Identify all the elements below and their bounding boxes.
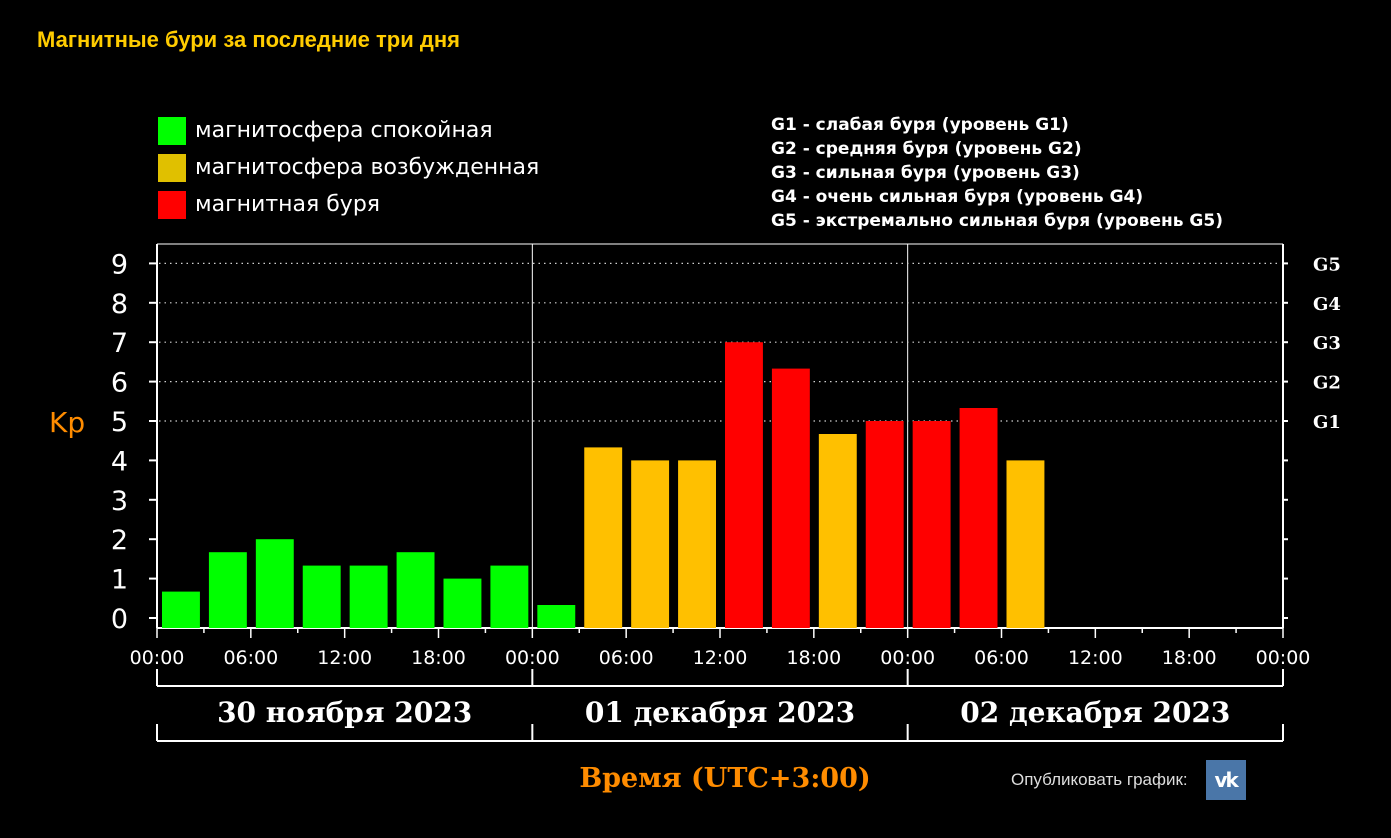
x-tick-label-11: 18:00 — [1162, 647, 1217, 669]
g-level-label-g1: G1 — [1313, 412, 1341, 433]
y-tick-label-3: 3 — [111, 486, 128, 517]
vk-share-button[interactable]: vk — [1205, 760, 1246, 800]
level-g2-description: G2 - средняя буря (уровень G2) — [771, 139, 1082, 159]
level-g4-description: G4 - очень сильная буря (уровень G4) — [771, 187, 1144, 207]
x-tick-label-12: 00:00 — [1256, 647, 1311, 669]
kp-bar-13 — [725, 342, 763, 628]
kp-bar-9 — [537, 604, 576, 628]
level-g5-description: G5 - экстремально сильная буря (уровень … — [771, 211, 1223, 231]
y-tick-label-6: 6 — [111, 368, 128, 399]
kp-bar-1 — [162, 591, 200, 628]
x-tick-label-5: 06:00 — [599, 647, 654, 669]
y-tick-label-2: 2 — [111, 525, 128, 556]
kp-bar-14 — [771, 368, 810, 628]
x-tick-label-10: 12:00 — [1068, 647, 1123, 669]
x-tick-label-1: 06:00 — [223, 647, 278, 669]
kp-bar-7 — [443, 578, 482, 628]
x-tick-label-7: 18:00 — [786, 647, 841, 669]
level-g1-description: G1 - слабая буря (уровень G1) — [771, 115, 1069, 135]
kp-bar-17 — [912, 421, 951, 628]
kp-bar-19 — [1006, 460, 1045, 628]
g-level-label-g5: G5 — [1313, 254, 1341, 275]
y-tick-label-1: 1 — [111, 565, 128, 596]
legend-label-active: магнитосфера возбужденная — [195, 155, 540, 180]
kp-bar-18 — [959, 407, 998, 628]
legend-item-quiet: магнитосфера спокойная — [158, 112, 539, 149]
publish-label: Опубликовать график: — [1011, 770, 1188, 789]
kp-bar-10 — [584, 447, 623, 628]
day-label-3: 02 декабря 2023 — [960, 696, 1230, 729]
storm-level-legend: G1 - слабая буря (уровень G1) G2 - средн… — [771, 113, 1223, 233]
y-axis-label: Kp — [49, 406, 85, 439]
legend-swatch-quiet — [158, 116, 186, 145]
publish-chart: Опубликовать график: vk — [1011, 760, 1246, 800]
x-tick-label-4: 00:00 — [505, 647, 560, 669]
y-tick-label-9: 9 — [111, 249, 128, 280]
kp-bar-12 — [678, 460, 716, 628]
legend-label-storm: магнитная буря — [195, 192, 381, 217]
legend-label-quiet: магнитосфера спокойная — [195, 118, 493, 143]
legend-swatch-active — [158, 153, 186, 182]
kp-bar-16 — [865, 421, 904, 628]
vk-icon: vk — [1214, 768, 1238, 792]
y-tick-label-0: 0 — [111, 604, 128, 635]
y-tick-label-4: 4 — [111, 446, 128, 477]
kp-bar-2 — [208, 552, 247, 628]
kp-bar-8 — [490, 565, 529, 628]
kp-bar-6 — [396, 552, 435, 628]
legend-item-active: магнитосфера возбужденная — [158, 149, 539, 186]
x-tick-label-2: 12:00 — [317, 647, 372, 669]
legend-swatch-storm — [158, 190, 186, 219]
status-legend: магнитосфера спокойная магнитосфера возб… — [158, 112, 539, 223]
kp-bar-15 — [818, 434, 857, 628]
x-tick-label-8: 00:00 — [880, 647, 935, 669]
kp-bar-4 — [302, 565, 341, 628]
g-level-label-g2: G2 — [1313, 373, 1341, 394]
kp-bar-11 — [631, 460, 670, 628]
y-tick-label-5: 5 — [111, 407, 128, 438]
x-tick-label-3: 18:00 — [411, 647, 466, 669]
y-tick-label-7: 7 — [111, 328, 128, 359]
day-label-2: 01 декабря 2023 — [585, 696, 855, 729]
g-level-label-g3: G3 — [1313, 333, 1341, 354]
kp-bar-3 — [255, 539, 294, 628]
x-tick-label-6: 12:00 — [693, 647, 748, 669]
page-title: Магнитные бури за последние три дня — [37, 27, 460, 52]
y-tick-label-8: 8 — [111, 289, 128, 320]
x-tick-label-9: 06:00 — [974, 647, 1029, 669]
x-tick-label-0: 00:00 — [130, 647, 185, 669]
x-axis-label: Время (UTC+3:00) — [579, 763, 870, 794]
legend-item-storm: магнитная буря — [158, 186, 539, 223]
level-g3-description: G3 - сильная буря (уровень G3) — [771, 163, 1080, 183]
kp-bar-5 — [349, 565, 388, 628]
day-label-1: 30 ноября 2023 — [217, 696, 472, 729]
g-level-label-g4: G4 — [1313, 294, 1341, 315]
